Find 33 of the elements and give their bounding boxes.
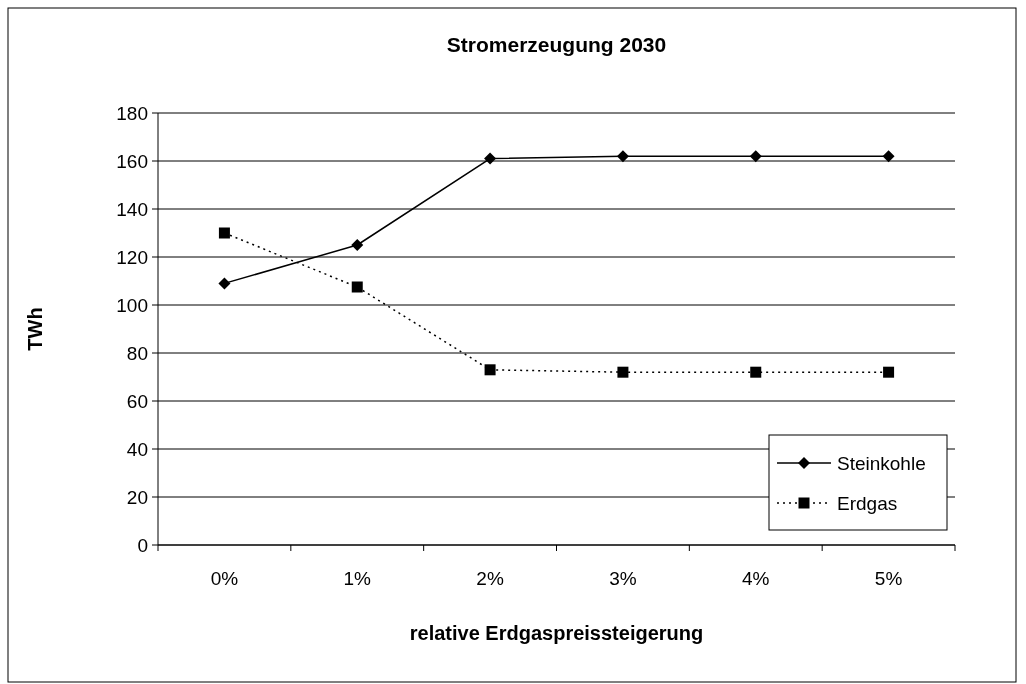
point xyxy=(749,150,762,163)
x-tick-label: 2% xyxy=(476,568,504,589)
y-tick-label: 180 xyxy=(116,102,148,124)
y-tick-label: 100 xyxy=(116,294,148,316)
x-tick-label: 0% xyxy=(210,568,239,589)
y-tick-label: 160 xyxy=(116,150,148,172)
y-tick-label: 0 xyxy=(137,534,148,556)
legend-label: Erdgas xyxy=(837,492,898,514)
point xyxy=(617,366,629,378)
x-tick-label: 5% xyxy=(874,568,903,589)
point xyxy=(882,150,895,163)
y-tick-label: 40 xyxy=(126,438,148,460)
y-tick-label: 120 xyxy=(116,246,148,268)
x-axis-title: relative Erdgaspreissteigerung xyxy=(409,622,704,644)
legend-label: Steinkohle xyxy=(837,452,926,474)
point xyxy=(750,366,762,378)
point xyxy=(351,281,363,293)
point xyxy=(351,239,364,251)
point xyxy=(883,366,895,378)
x-tick-label: 4% xyxy=(742,568,770,589)
y-tick-label: 140 xyxy=(116,198,148,220)
y-axis-title: TWh xyxy=(24,307,46,351)
y-tick-label: 20 xyxy=(126,486,148,508)
y-tick-label: 80 xyxy=(126,342,148,364)
point xyxy=(218,227,230,239)
x-tick-label: 3% xyxy=(609,568,637,589)
chart-title: Stromerzeugung 2030 xyxy=(446,33,667,56)
point xyxy=(484,152,497,165)
point xyxy=(484,364,496,376)
x-tick-label: 1% xyxy=(343,568,372,589)
point xyxy=(616,150,629,163)
point xyxy=(218,277,231,290)
y-tick-label: 60 xyxy=(126,390,148,412)
